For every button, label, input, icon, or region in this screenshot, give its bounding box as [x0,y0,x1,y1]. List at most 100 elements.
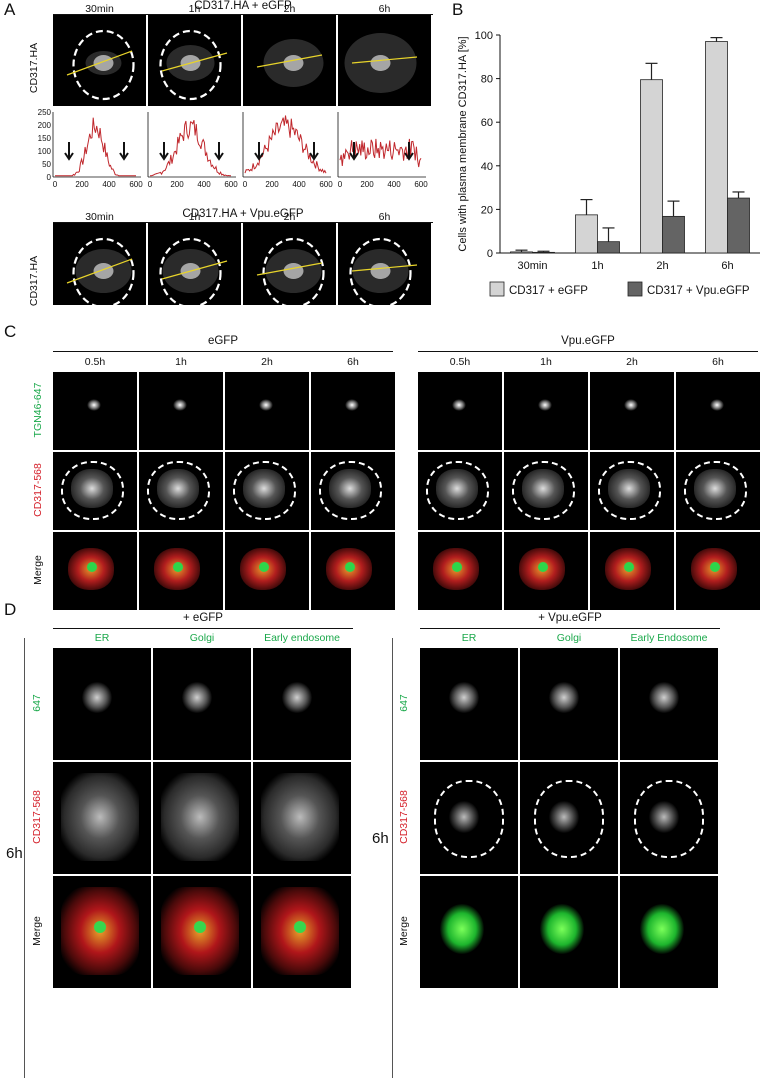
micrograph [53,876,151,988]
micrograph [504,532,588,610]
profile-y-tick: 150 [38,134,52,143]
micrograph [620,762,718,874]
panel-d-right-rule [420,628,720,629]
panel-d-right-group: + Vpu.eGFP [538,612,602,624]
panel-a-time-label: 30min [85,211,114,223]
micrograph [253,876,351,988]
cell-nucleus [370,55,391,71]
panel-d-left-time: 6h [6,845,23,862]
micrograph [225,452,309,530]
panel-b-letter: B [452,0,464,19]
micrograph [590,452,674,530]
panel-a-time-label: 1h [189,3,201,15]
micrograph [418,532,502,610]
profile-x-tick: 600 [224,180,238,189]
panel-c-time-label: 2h [626,356,638,368]
profile-x-tick: 200 [170,180,184,189]
micrograph [676,372,760,450]
cell-nucleus [370,263,391,279]
y-tick-label: 100 [475,30,493,42]
profile-cut-line [351,264,418,272]
panel-c-left-group: eGFP [207,335,239,347]
cell-outline [72,29,135,101]
micrograph [139,372,223,450]
y-tick-label: 60 [481,117,493,129]
panel-c-letter: C [4,322,17,341]
bar [575,214,598,254]
profile-y-tick: 50 [42,160,51,169]
profile-trace [55,117,136,177]
micrograph [53,372,137,450]
legend-label: CD317 + Vpu.eGFP [647,285,750,297]
panel-a-time-label: 6h [379,211,391,223]
profile-y-tick: 200 [38,121,52,130]
profile-y-tick: 0 [47,173,52,182]
panel-c-time-label: 6h [347,356,359,368]
legend-swatch [489,281,505,297]
bar [727,197,750,254]
micrograph [420,876,518,988]
cell-outline [72,237,135,305]
panel-d-right-time: 6h [372,830,389,847]
panel-c-time-label: 1h [540,356,552,368]
panel-a-time-label: 2h [284,3,296,15]
micrograph [225,372,309,450]
y-tick-label: 40 [481,161,493,173]
panel-d-letter: D [4,600,17,619]
arrow-icon [309,142,319,161]
panel-d-right-bracket [392,638,393,1078]
panel-d-row-label: 647 [31,694,43,712]
profile-x-tick: 400 [102,180,116,189]
panel-c-time-label: 0.5h [84,356,106,368]
profile-y-tick: 250 [38,108,52,117]
micrograph [153,876,251,988]
cell-outline [262,237,325,305]
panel-a-bottom-title: CD317.HA + Vpu.eGFP [182,208,304,220]
x-tick-label: 1h [591,260,603,272]
panel-d-column-label: Golgi [189,632,215,644]
profile-x-tick: 0 [53,180,58,189]
panel-d-column-label: Early endosome [264,632,340,644]
profile-cut-line [66,50,133,76]
profile-cut-line [66,258,133,284]
profile-trace [150,119,231,177]
profile-x-tick: 200 [265,180,279,189]
micrograph [420,762,518,874]
cell-outline [159,29,222,101]
bar [532,251,555,254]
panel-c-right-rule [418,351,758,352]
micrograph [53,532,137,610]
x-tick-label: 30min [518,260,548,272]
panel-d-column-label: Golgi [556,632,582,644]
cell-nucleus [93,263,114,279]
profile-x-tick: 600 [129,180,143,189]
profile-x-tick: 400 [292,180,306,189]
cell-outline [159,237,222,305]
micrograph [311,372,395,450]
panel-c-row-label: Merge [32,555,44,585]
micrograph [520,762,618,874]
panel-c-time-label: 6h [712,356,724,368]
y-axis-label: Cells with plasma membrane CD317.HA [%] [457,36,469,251]
micrograph [620,876,718,988]
bar [510,251,533,254]
bar [597,241,620,254]
arrow-icon [159,142,169,161]
micrograph [53,452,137,530]
profile-x-tick: 0 [338,180,343,189]
profile-x-tick: 400 [387,180,401,189]
micrograph [53,762,151,874]
micrograph [590,532,674,610]
panel-d-left-group: + eGFP [183,612,223,624]
legend-swatch [627,281,643,297]
arrow-icon [349,142,359,161]
micrograph [311,452,395,530]
x-tick-label: 6h [721,260,733,272]
panel-a-time-label: 30min [85,3,114,15]
micrograph [139,452,223,530]
panel-a-bottom-rule [53,222,433,223]
profile-x-tick: 600 [319,180,333,189]
panel-d-row-label: 647 [398,694,410,712]
profile-trace [244,115,327,174]
